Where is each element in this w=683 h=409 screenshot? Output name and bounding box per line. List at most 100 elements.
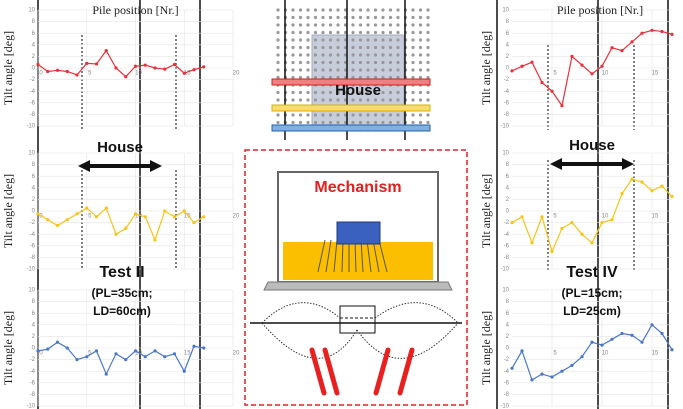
data-point <box>202 215 205 218</box>
x-axis-label: Pile position [Nr.] <box>92 3 178 17</box>
pile-dot <box>419 38 422 41</box>
pile-dot <box>314 121 317 124</box>
pile-dot <box>336 8 339 11</box>
pile-dot <box>396 98 399 101</box>
data-point <box>192 221 195 224</box>
y-tick-label: -10 <box>26 124 35 130</box>
pile-dot <box>329 46 332 49</box>
pile-dot <box>396 61 399 64</box>
pile-dot <box>306 91 309 94</box>
pile-dot <box>374 23 377 26</box>
data-point <box>570 55 573 58</box>
data-point <box>560 370 563 373</box>
pile-dot <box>389 46 392 49</box>
pile-dot <box>314 16 317 19</box>
x-tick-label: 0 <box>39 351 43 357</box>
pile-dot <box>291 8 294 11</box>
data-point <box>610 338 613 341</box>
data-point <box>75 358 78 361</box>
pile-dot <box>426 8 429 11</box>
pile-dot <box>374 113 377 116</box>
x-tick-label: 10 <box>602 214 609 220</box>
pile-grid: House <box>272 0 430 140</box>
data-point <box>640 180 643 183</box>
data-point <box>510 367 513 370</box>
data-point <box>202 346 205 349</box>
x-tick-label: 20 <box>233 214 240 220</box>
pile-dot <box>306 61 309 64</box>
pile-dot <box>411 38 414 41</box>
mechanism-title: Mechanism <box>314 179 401 196</box>
pile-dot <box>291 61 294 64</box>
pile-dot <box>419 46 422 49</box>
data-point <box>36 212 39 215</box>
pile-dot <box>419 68 422 71</box>
pile-dot <box>374 46 377 49</box>
y-tick-label: 0 <box>506 66 510 72</box>
x-tick-label: 10 <box>135 71 142 77</box>
pile-dot <box>389 38 392 41</box>
y-tick-label: 6 <box>32 311 36 317</box>
data-point <box>530 378 533 381</box>
pile-dot <box>276 98 279 101</box>
pile-dot <box>366 8 369 11</box>
data-point <box>56 69 59 72</box>
pile-dot <box>374 31 377 34</box>
y-tick-label: 4 <box>506 322 510 328</box>
data-point <box>650 323 653 326</box>
data-point <box>66 218 69 221</box>
pile-dot <box>314 23 317 26</box>
y-tick-label: 8 <box>32 19 36 25</box>
x-axis-label: Pile position [Nr.] <box>557 3 643 17</box>
pile-dot <box>374 61 377 64</box>
y-tick-label: -2 <box>504 357 510 363</box>
y-tick-label: 6 <box>32 31 36 37</box>
data-point <box>134 65 137 68</box>
data-point <box>650 29 653 32</box>
data-point <box>660 184 663 187</box>
pile-dot <box>419 16 422 19</box>
y-tick-label: 0 <box>32 66 36 72</box>
pile-dot <box>389 16 392 19</box>
pile-dot <box>314 8 317 11</box>
annotation: (PL=15cm; <box>561 286 622 300</box>
x-tick-label: 5 <box>88 71 92 77</box>
pile-dot <box>419 53 422 56</box>
pile-dot <box>329 91 332 94</box>
pile-dot <box>306 38 309 41</box>
data-point <box>580 233 583 236</box>
pile-dot <box>359 46 362 49</box>
pile-dot <box>276 68 279 71</box>
pile-dot <box>366 31 369 34</box>
y-tick-label: -2 <box>30 220 36 226</box>
pile-dot <box>306 31 309 34</box>
pile-dot <box>396 91 399 94</box>
pile-dot <box>351 121 354 124</box>
pile-dot <box>426 23 429 26</box>
data-point <box>530 241 533 244</box>
pile-dot <box>299 68 302 71</box>
pile-dot <box>291 31 294 34</box>
data-point <box>114 66 117 69</box>
annotation: LD=60cm) <box>93 304 151 318</box>
pile-dot <box>381 53 384 56</box>
y-tick-label: -4 <box>30 369 36 375</box>
pile-dot <box>291 113 294 116</box>
data-point <box>630 334 633 337</box>
y-tick-label: -2 <box>30 357 36 363</box>
data-point <box>580 355 583 358</box>
pile-dot <box>299 8 302 11</box>
y-tick-label: 0 <box>506 209 510 215</box>
data-point <box>85 355 88 358</box>
data-point <box>105 49 108 52</box>
data-point <box>670 33 673 36</box>
pile-dot <box>314 38 317 41</box>
y-tick-label: -10 <box>26 404 35 409</box>
pile-dot <box>389 23 392 26</box>
y-tick-label: 10 <box>502 8 509 14</box>
pile-dot <box>366 68 369 71</box>
y-tick-label: -4 <box>504 89 510 95</box>
pile-dot <box>366 16 369 19</box>
data-point <box>134 349 137 352</box>
y-tick-label: 8 <box>32 162 36 168</box>
